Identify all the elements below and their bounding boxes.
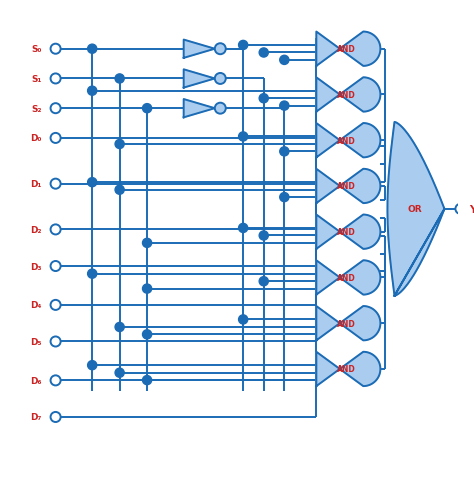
Circle shape bbox=[115, 323, 124, 332]
Text: D₆: D₆ bbox=[30, 376, 42, 385]
Polygon shape bbox=[184, 70, 215, 88]
Polygon shape bbox=[184, 41, 215, 59]
Circle shape bbox=[280, 147, 289, 157]
Circle shape bbox=[238, 41, 248, 51]
Circle shape bbox=[143, 239, 152, 248]
Text: D₅: D₅ bbox=[30, 337, 42, 346]
Circle shape bbox=[51, 45, 61, 55]
Circle shape bbox=[88, 45, 97, 54]
Text: Y: Y bbox=[470, 204, 474, 214]
Text: AND: AND bbox=[337, 136, 356, 145]
Text: AND: AND bbox=[337, 45, 356, 54]
Circle shape bbox=[238, 224, 248, 233]
Circle shape bbox=[215, 74, 226, 85]
Polygon shape bbox=[184, 100, 215, 118]
Text: D₀: D₀ bbox=[30, 134, 42, 143]
Circle shape bbox=[238, 133, 248, 142]
Circle shape bbox=[51, 134, 61, 144]
Circle shape bbox=[259, 95, 268, 104]
Text: D₃: D₃ bbox=[30, 262, 42, 271]
Text: AND: AND bbox=[337, 228, 356, 237]
Circle shape bbox=[51, 179, 61, 189]
Circle shape bbox=[51, 337, 61, 347]
Circle shape bbox=[143, 376, 152, 385]
Circle shape bbox=[51, 300, 61, 310]
Polygon shape bbox=[316, 33, 380, 67]
Circle shape bbox=[259, 231, 268, 240]
Polygon shape bbox=[316, 169, 380, 204]
Text: AND: AND bbox=[337, 319, 356, 328]
Text: D₂: D₂ bbox=[30, 225, 42, 234]
Text: D₇: D₇ bbox=[30, 413, 42, 422]
Text: AND: AND bbox=[337, 91, 356, 100]
Circle shape bbox=[51, 104, 61, 114]
Circle shape bbox=[115, 75, 124, 84]
Circle shape bbox=[51, 262, 61, 272]
Text: S₁: S₁ bbox=[31, 75, 42, 84]
Circle shape bbox=[215, 44, 226, 55]
Text: D₁: D₁ bbox=[30, 180, 42, 189]
Circle shape bbox=[51, 225, 61, 235]
Polygon shape bbox=[316, 261, 380, 295]
Circle shape bbox=[280, 193, 289, 202]
Circle shape bbox=[88, 87, 97, 96]
Circle shape bbox=[115, 140, 124, 149]
Polygon shape bbox=[316, 307, 380, 341]
Circle shape bbox=[51, 412, 61, 422]
Text: S₂: S₂ bbox=[31, 105, 42, 113]
Circle shape bbox=[51, 74, 61, 84]
Circle shape bbox=[143, 104, 152, 114]
Text: AND: AND bbox=[337, 182, 356, 191]
Circle shape bbox=[88, 178, 97, 187]
Text: D₄: D₄ bbox=[30, 301, 42, 310]
Polygon shape bbox=[316, 78, 380, 112]
Circle shape bbox=[259, 277, 268, 286]
Polygon shape bbox=[316, 124, 380, 158]
Circle shape bbox=[280, 102, 289, 111]
Text: S₀: S₀ bbox=[31, 45, 42, 54]
Circle shape bbox=[88, 361, 97, 370]
Circle shape bbox=[143, 330, 152, 339]
Circle shape bbox=[51, 376, 61, 386]
Polygon shape bbox=[316, 215, 380, 249]
Circle shape bbox=[215, 104, 226, 114]
Circle shape bbox=[88, 270, 97, 279]
Text: OR: OR bbox=[407, 205, 422, 214]
Text: AND: AND bbox=[337, 274, 356, 283]
Circle shape bbox=[238, 315, 248, 324]
Circle shape bbox=[115, 368, 124, 378]
Polygon shape bbox=[387, 123, 445, 296]
Polygon shape bbox=[316, 352, 380, 386]
Circle shape bbox=[143, 285, 152, 294]
Circle shape bbox=[280, 56, 289, 65]
Circle shape bbox=[115, 186, 124, 195]
Circle shape bbox=[456, 204, 465, 214]
Text: AND: AND bbox=[337, 365, 356, 374]
Circle shape bbox=[259, 49, 268, 58]
